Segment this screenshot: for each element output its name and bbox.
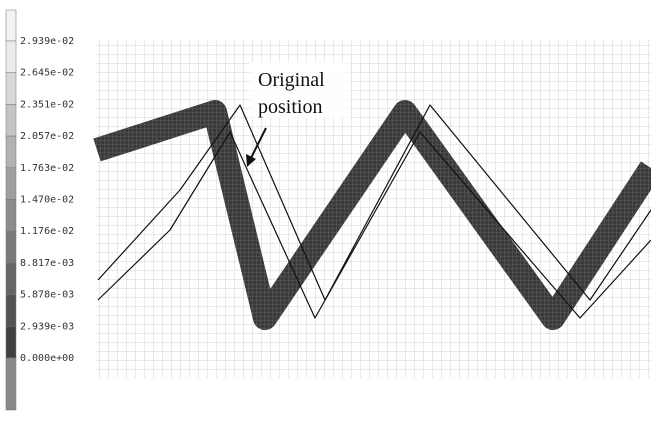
annotation-line: position: [258, 96, 322, 118]
legend-segment: [6, 358, 16, 410]
legend-segment: [6, 73, 16, 105]
figure: 2.939e-02 2.645e-02 2.351e-02 2.057e-02 1.76…: [0, 0, 651, 421]
legend-label: 1.763e-02: [20, 163, 74, 174]
legend-label: 1.176e-02: [20, 226, 74, 237]
legend-bar: [6, 10, 16, 410]
legend-segment: [6, 104, 16, 136]
legend-segment: [6, 10, 16, 41]
legend-label: 8.817e-03: [20, 258, 74, 269]
legend-segment: [6, 200, 16, 232]
legend-segment: [6, 41, 16, 73]
legend-segment: [6, 136, 16, 168]
annotation-line: Original: [258, 69, 325, 91]
legend-segment: [6, 263, 16, 295]
legend-label: 2.645e-02: [20, 68, 74, 79]
legend-labels: 2.939e-02 2.645e-02 2.351e-02 2.057e-02 1.76…: [20, 36, 74, 364]
legend-segment: [6, 231, 16, 263]
legend-segment: [6, 168, 16, 200]
legend-label: 0.000e+00: [20, 353, 74, 364]
legend-label: 2.939e-02: [20, 36, 74, 47]
legend-label: 2.351e-02: [20, 99, 74, 110]
legend-label: 1.470e-02: [20, 195, 74, 206]
legend-segment: [6, 295, 16, 327]
legend-segment: [6, 326, 16, 358]
legend-label: 5.878e-03: [20, 290, 74, 301]
legend-label: 2.057e-02: [20, 131, 74, 142]
legend-label: 2.939e-03: [20, 321, 74, 332]
